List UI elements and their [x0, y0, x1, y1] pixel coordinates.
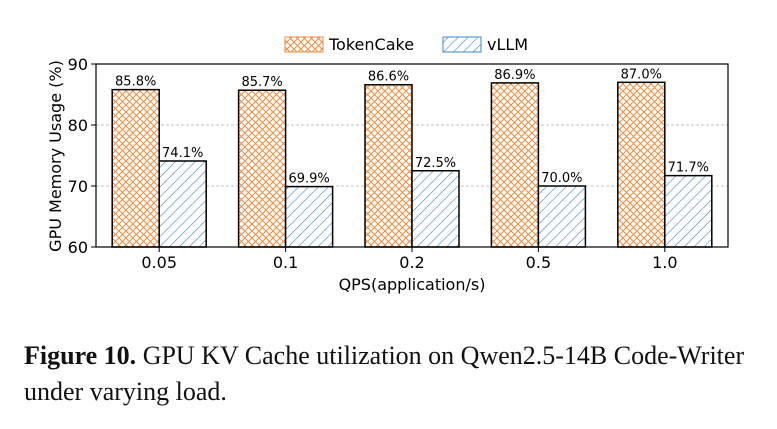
bar-vllm-0.1	[284, 185, 334, 248]
bar-tokencake-1.0	[617, 81, 666, 248]
bar-vllm-0.2	[411, 170, 460, 248]
value-labels: 85.8% 74.1% 85.7% 69.9% 86.6% 72.5% 86.9% 70.0%…	[115, 67, 709, 186]
y-tick-label: 60	[68, 238, 88, 257]
legend-label-vllm: vLLM	[487, 35, 528, 54]
x-axis: 0.05 0.1 0.2 0.5 1.0	[141, 247, 678, 272]
x-tick-label: 0.1	[273, 253, 298, 272]
value-label: 74.1%	[162, 146, 203, 161]
bar-tokencake-0.2	[364, 83, 413, 248]
bar-chart: TokenCake vLLM 85.8% 74.1% 85.7% 69.9% 86.6%…	[46, 35, 729, 294]
y-axis-label: GPU Memory Usage (%)	[46, 60, 65, 252]
value-label: 87.0%	[621, 67, 662, 82]
legend: TokenCake vLLM	[284, 35, 528, 54]
bar-vllm-0.05	[158, 160, 207, 248]
bar-tokencake-0.5	[490, 82, 540, 248]
value-label: 86.6%	[368, 70, 409, 85]
y-axis: 60 70 80 90	[68, 55, 96, 257]
y-tick-label: 70	[68, 177, 88, 196]
x-tick-label: 0.2	[399, 253, 424, 272]
bar-vllm-1.0	[664, 174, 713, 248]
value-label: 85.8%	[115, 75, 156, 90]
figure-caption-text: GPU KV Cache utilization on Qwen2.5-14B …	[24, 341, 745, 406]
legend-label-tokencake: TokenCake	[328, 35, 414, 54]
figure-caption: Figure 10. GPU KV Cache utilization on Q…	[24, 338, 764, 410]
y-tick-label: 80	[68, 116, 88, 135]
x-axis-label: QPS(application/s)	[339, 275, 486, 294]
bar-tokencake-0.1	[237, 89, 287, 248]
value-label: 71.7%	[668, 161, 709, 176]
value-label: 86.9%	[494, 68, 535, 83]
value-label: 70.0%	[541, 171, 582, 186]
bar-vllm-0.5	[537, 185, 587, 248]
x-tick-label: 0.05	[141, 253, 177, 272]
legend-swatch-tokencake	[284, 36, 324, 53]
bars	[111, 81, 713, 248]
y-tick-label: 90	[68, 55, 88, 74]
value-label: 69.9%	[288, 172, 329, 187]
value-label: 72.5%	[415, 156, 456, 171]
legend-swatch-vllm	[442, 36, 482, 53]
bar-tokencake-0.05	[111, 88, 160, 248]
figure-label: Figure 10.	[24, 341, 137, 370]
value-label: 85.7%	[241, 75, 282, 90]
x-tick-label: 1.0	[652, 253, 677, 272]
x-tick-label: 0.5	[526, 253, 551, 272]
